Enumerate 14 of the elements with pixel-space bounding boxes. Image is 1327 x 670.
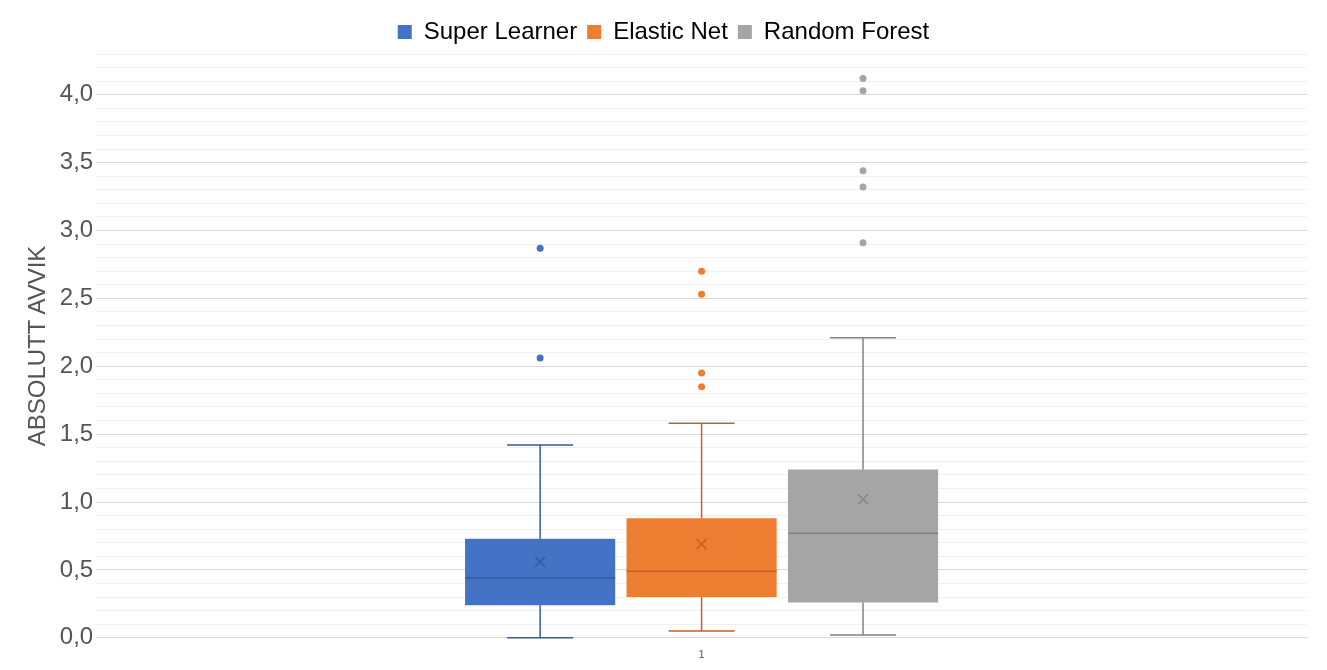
y-tick-label: 1,5 [59, 418, 94, 446]
y-tick-label: 4,0 [59, 79, 94, 107]
x-tick-label: 1 [698, 648, 705, 661]
y-tick-label: 1,0 [59, 486, 94, 514]
legend-label: Random Forest [763, 16, 930, 44]
y-axis-title: ABSOLUTT AVVIK [23, 245, 51, 447]
y-tick-label: 3,5 [59, 147, 94, 175]
y-tick-label: 2,5 [59, 283, 94, 311]
y-tick-label: 2,0 [59, 350, 94, 378]
legend-label: Super Learner [423, 16, 578, 44]
y-tick-label: 3,0 [59, 215, 94, 243]
y-tick-label: 0,5 [59, 554, 94, 582]
y-tick-label: 0,0 [59, 622, 94, 650]
legend-label: Elastic Net [613, 16, 729, 44]
